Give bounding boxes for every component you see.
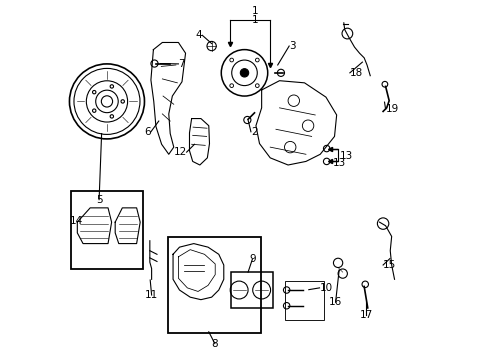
Text: 14: 14 bbox=[70, 216, 83, 226]
Text: 15: 15 bbox=[382, 260, 396, 270]
Text: 9: 9 bbox=[248, 254, 255, 264]
Text: 7: 7 bbox=[178, 59, 184, 69]
Text: 17: 17 bbox=[359, 310, 372, 320]
Text: 18: 18 bbox=[349, 68, 363, 78]
Text: 5: 5 bbox=[96, 195, 102, 204]
Text: 8: 8 bbox=[211, 339, 218, 348]
Text: 12: 12 bbox=[173, 147, 186, 157]
Circle shape bbox=[240, 69, 248, 77]
Text: 1: 1 bbox=[251, 6, 258, 17]
Text: 11: 11 bbox=[145, 290, 158, 300]
Text: 2: 2 bbox=[250, 127, 257, 137]
Text: 6: 6 bbox=[144, 127, 151, 137]
Text: 4: 4 bbox=[195, 30, 202, 40]
Text: 13: 13 bbox=[340, 151, 353, 161]
Text: 19: 19 bbox=[385, 104, 398, 114]
Text: 1: 1 bbox=[251, 15, 258, 25]
Text: 10: 10 bbox=[319, 283, 332, 293]
Text: 16: 16 bbox=[328, 297, 342, 307]
Text: 3: 3 bbox=[288, 41, 295, 51]
Text: 13: 13 bbox=[332, 158, 346, 168]
